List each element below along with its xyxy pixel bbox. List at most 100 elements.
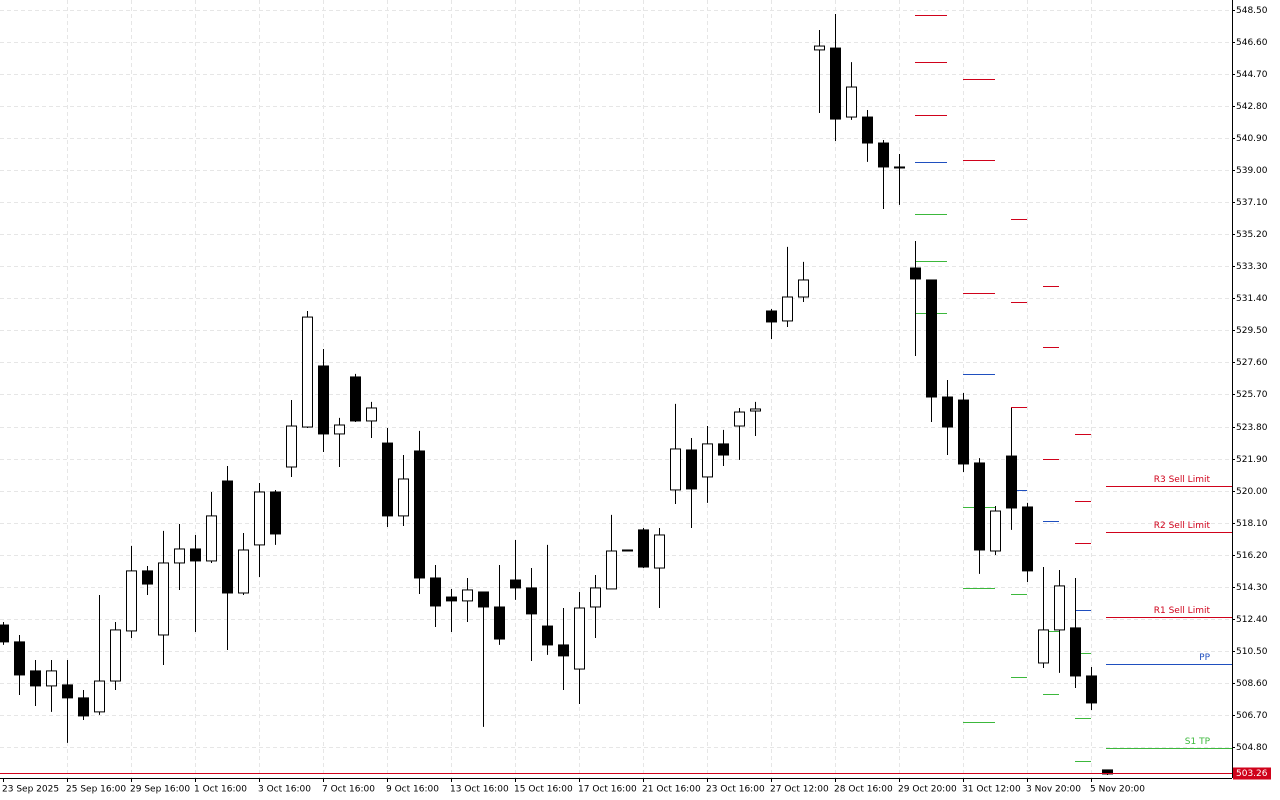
x-tick-label: 27 Oct 12:00	[770, 785, 829, 795]
candle-body	[46, 670, 57, 687]
candle-body	[382, 442, 393, 517]
candle-body	[78, 697, 89, 717]
candle-body	[414, 450, 425, 579]
y-tick-label: 544.70	[1236, 70, 1268, 80]
candle-body	[830, 47, 841, 120]
candle-body	[494, 606, 505, 640]
candle-body	[1038, 629, 1049, 664]
level-label: R3 Sell Limit	[1154, 475, 1211, 485]
candle-body	[926, 279, 937, 398]
candle-body	[30, 670, 41, 687]
x-tick-label: 3 Oct 16:00	[258, 785, 311, 795]
candle-body	[94, 680, 105, 713]
candle-body	[910, 267, 921, 280]
candle-body	[110, 629, 121, 682]
x-tick-label: 28 Oct 16:00	[834, 785, 893, 795]
y-tick-label: 542.80	[1236, 102, 1268, 112]
candle-body	[1054, 585, 1065, 631]
candle-body	[990, 510, 1001, 552]
candle-body	[270, 491, 281, 535]
candle-body	[894, 166, 905, 169]
candle-body	[350, 376, 361, 422]
candle-body	[734, 411, 745, 427]
y-tick-label: 546.60	[1236, 38, 1268, 48]
current-price-box	[1233, 767, 1271, 780]
candle-body	[862, 116, 873, 144]
candle-body	[286, 425, 297, 468]
candle-body	[318, 365, 329, 435]
candle-body	[1086, 675, 1097, 704]
y-tick-label: 508.60	[1236, 679, 1268, 689]
x-tick-label: 1 Oct 16:00	[194, 785, 247, 795]
level-label: PP	[1199, 653, 1210, 663]
candle-body	[302, 316, 313, 428]
y-tick-label: 504.80	[1236, 743, 1268, 753]
x-tick-label: 7 Oct 16:00	[322, 785, 375, 795]
candle-body	[750, 408, 761, 412]
y-tick-label: 516.20	[1236, 551, 1268, 561]
candle-body	[574, 607, 585, 670]
candle-body	[334, 424, 345, 435]
candle-body	[222, 480, 233, 594]
candle-body	[958, 399, 969, 465]
y-tick-label: 527.60	[1236, 358, 1268, 368]
candle-body	[366, 407, 377, 422]
current-price-label: 503.26	[1236, 769, 1268, 779]
candle-body	[14, 641, 25, 676]
candle-body	[126, 570, 137, 632]
y-tick-label: 506.70	[1236, 711, 1268, 721]
candle-body	[446, 596, 457, 602]
x-tick-label: 17 Oct 16:00	[578, 785, 637, 795]
y-tick-label: 537.10	[1236, 198, 1268, 208]
candle-body	[0, 624, 9, 643]
candle-body	[622, 549, 633, 552]
candle-body	[686, 449, 697, 490]
x-tick-label: 13 Oct 16:00	[450, 785, 509, 795]
y-tick-label: 533.30	[1236, 262, 1268, 272]
level-label: R2 Sell Limit	[1154, 521, 1211, 531]
candle-body	[190, 548, 201, 562]
candle-body	[718, 443, 729, 456]
axes-labels: 548.50 546.60 544.70 542.80 540.90 539.00 537.…	[2, 6, 1271, 795]
candle-body	[670, 448, 681, 491]
candle-body	[142, 570, 153, 585]
level-label: R1 Sell Limit	[1154, 606, 1211, 616]
candle-body	[542, 625, 553, 646]
candle-body	[846, 86, 857, 118]
y-tick-label: 535.20	[1236, 230, 1268, 240]
candle-body	[478, 591, 489, 608]
x-tick-label: 3 Nov 20:00	[1026, 785, 1081, 795]
y-tick-label: 514.30	[1236, 583, 1268, 593]
candle-body	[430, 577, 441, 607]
candle-body	[62, 684, 73, 699]
candle-body	[1022, 506, 1033, 572]
candle-body	[942, 396, 953, 428]
candle-body	[702, 443, 713, 478]
x-tick-label: 29 Oct 20:00	[898, 785, 957, 795]
y-tick-label: 529.50	[1236, 326, 1268, 336]
candle-body	[510, 579, 521, 589]
y-tick-label: 521.90	[1236, 455, 1268, 465]
candle-body	[590, 587, 601, 608]
candle-body	[254, 491, 265, 546]
candle-body	[558, 644, 569, 657]
candle-body	[654, 534, 665, 569]
candle-body	[606, 550, 617, 590]
candle-body	[638, 529, 649, 568]
y-tick-label: 540.90	[1236, 134, 1268, 144]
y-tick-label: 539.00	[1236, 166, 1268, 176]
y-tick-label: 548.50	[1236, 6, 1268, 16]
y-tick-label: 512.40	[1236, 615, 1268, 625]
candle-body	[814, 45, 825, 51]
candle-body	[782, 296, 793, 322]
y-tick-label: 531.40	[1236, 294, 1268, 304]
y-tick-label: 525.70	[1236, 390, 1268, 400]
y-tick-label: 520.00	[1236, 487, 1268, 497]
candle-body	[1006, 455, 1017, 509]
x-tick-label: 23 Sep 2025	[2, 785, 59, 795]
candle-body	[206, 515, 217, 562]
candle-body	[974, 462, 985, 551]
